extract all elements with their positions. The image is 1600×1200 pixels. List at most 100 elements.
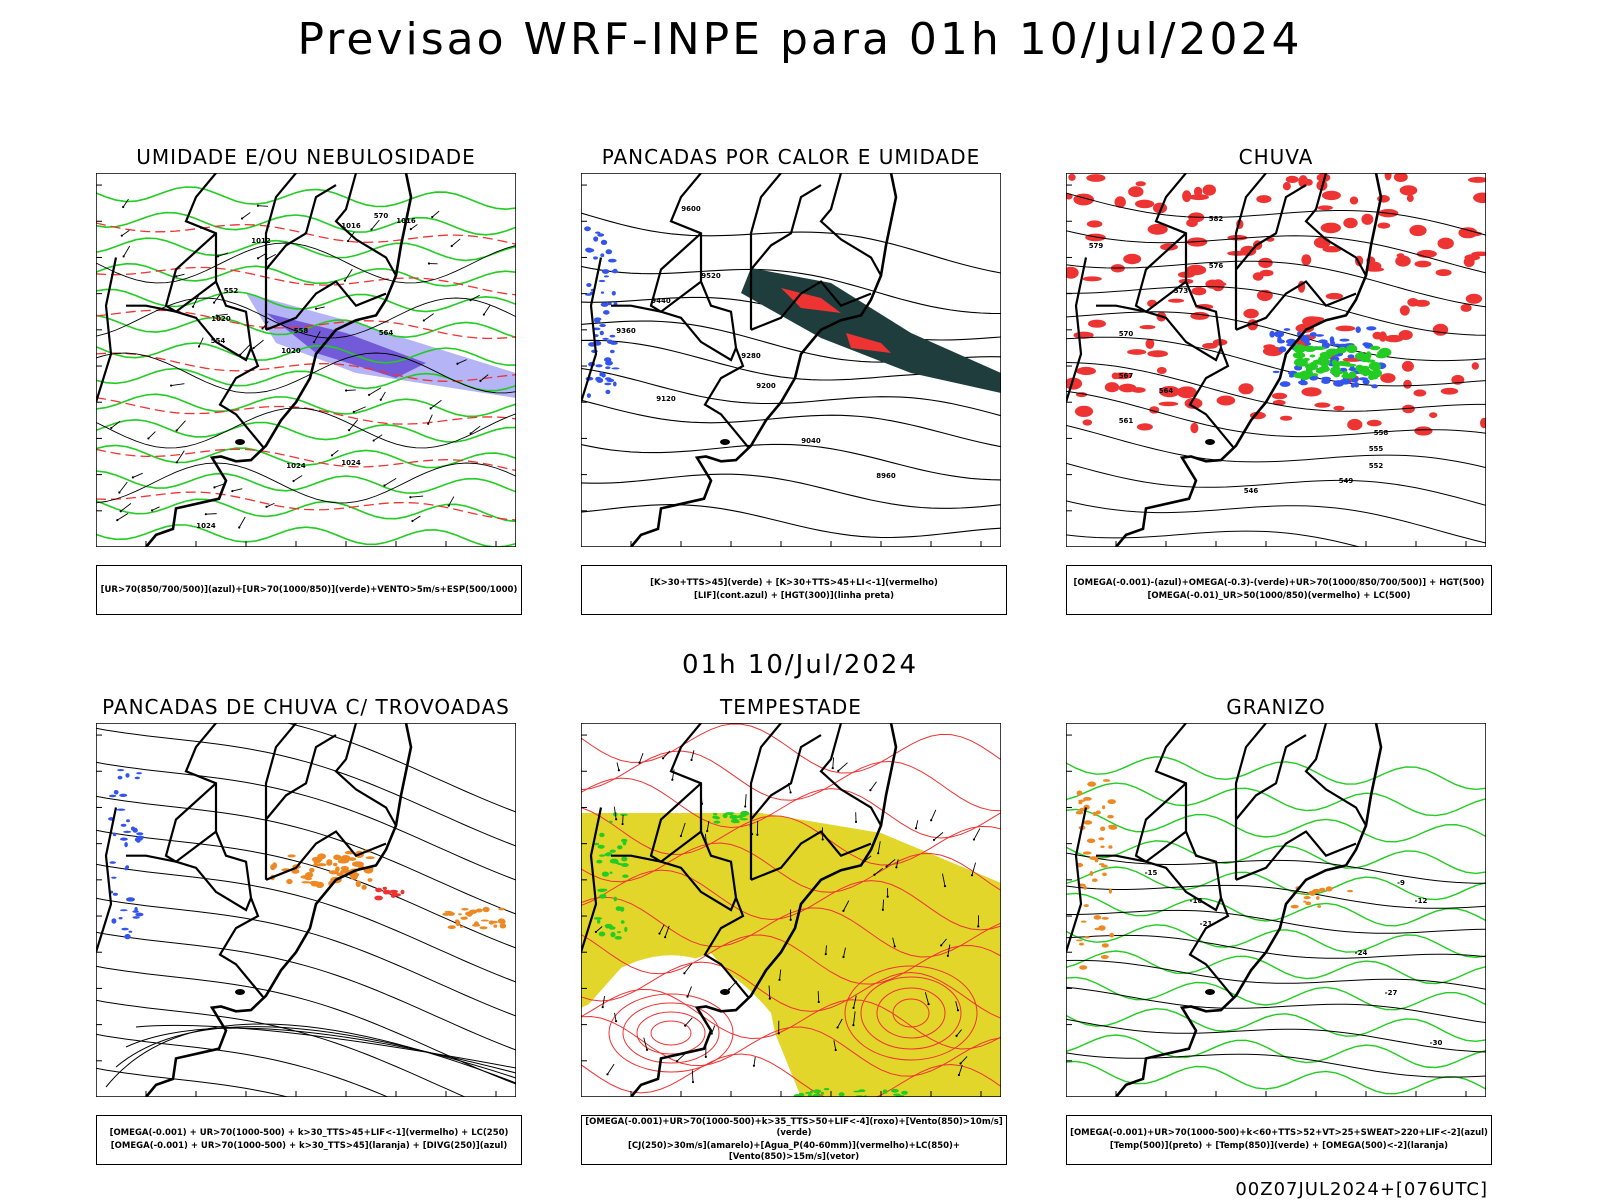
wind-vector-head — [131, 476, 134, 479]
country-border — [1066, 807, 1088, 953]
divergence-blue — [134, 776, 140, 780]
temp850-contour — [1066, 840, 1486, 875]
streamline-vortex — [892, 998, 930, 1028]
contour-label: -27 — [1385, 989, 1398, 997]
divergence-blue — [124, 933, 131, 940]
divergence-blue — [136, 835, 145, 839]
wind-vector-head — [869, 789, 872, 792]
omega-green — [1292, 352, 1306, 359]
hgt-contour — [581, 212, 1001, 274]
wind-vector — [331, 449, 339, 456]
storm-orange — [286, 878, 293, 885]
contour-label: 552 — [1369, 462, 1384, 470]
country-border — [669, 723, 749, 998]
rain-shading — [1202, 184, 1216, 196]
wind-vector — [266, 253, 277, 260]
rain-shading — [1082, 276, 1102, 282]
legend: [OMEGA(-0.001)+UR>70(1000-500)+k>35_TTS>… — [581, 1115, 1007, 1165]
country-border — [1066, 257, 1088, 403]
country-border — [1235, 280, 1357, 331]
lif-contour — [607, 302, 612, 306]
contour-label: 570 — [1119, 330, 1134, 338]
country-border — [264, 173, 297, 330]
country-border — [265, 280, 387, 331]
wind-vector — [198, 337, 204, 347]
wind-vector — [121, 229, 130, 237]
hgt500-contour — [1066, 192, 1486, 236]
storm-orange — [447, 925, 456, 930]
country-border — [660, 860, 738, 912]
thickness-contour — [96, 491, 516, 521]
wind-vector — [176, 450, 185, 463]
thickness-contour — [96, 309, 516, 340]
storm-orange — [314, 857, 322, 864]
rain-shading — [1202, 342, 1218, 349]
temp500-contour — [1066, 1018, 1486, 1053]
wind-vector-head — [175, 429, 178, 432]
legend-line: [OMEGA(-0.01)_UR>50(1000/850)(vermelho) … — [1147, 591, 1411, 601]
map: 12S15S18S21S24S27S30S33S36S39S42S70W65W6… — [96, 723, 516, 1097]
omega-orange — [1108, 888, 1112, 894]
storm-orange — [472, 923, 481, 927]
rain-shading — [1361, 213, 1374, 225]
wind-vector-head — [197, 345, 201, 348]
wind850-green — [734, 820, 740, 824]
wind-vector — [368, 387, 382, 396]
storm-orange — [326, 859, 333, 866]
green-contour — [96, 418, 516, 443]
streamline — [96, 761, 516, 881]
hgt-contour — [581, 367, 1001, 417]
temp850-contour — [1066, 892, 1486, 927]
divergence-blue — [136, 772, 142, 775]
wind850-green — [594, 842, 600, 846]
lif-contour — [600, 239, 608, 245]
country-border — [164, 232, 217, 314]
omega-green — [1371, 369, 1383, 378]
storm-orange — [305, 872, 314, 878]
country-border — [750, 184, 822, 271]
green-contour — [96, 498, 516, 523]
country-border — [184, 723, 264, 998]
wind-vector — [837, 1018, 843, 1028]
omega-orange — [1093, 915, 1102, 920]
wind-vector-head — [932, 838, 936, 842]
divergence-blue — [117, 769, 125, 772]
wind-vector-head — [216, 255, 220, 258]
wind-vector — [960, 1056, 968, 1064]
wind-vector — [410, 495, 424, 498]
streamline-850 — [581, 1053, 1001, 1097]
omega-orange — [1098, 837, 1105, 841]
wind-vector — [457, 359, 467, 365]
wind850-green — [820, 1091, 824, 1095]
omega-blue — [1337, 343, 1348, 348]
legend: [UR>70(850/700/500)](azul)+[UR>70(1000/8… — [96, 565, 522, 615]
pressure-contour — [96, 352, 516, 394]
wind-vector-head — [645, 1048, 649, 1051]
wind-vector-head — [261, 327, 264, 330]
lif-contour — [593, 236, 599, 242]
legend-line: [OMEGA(-0.001)+UR>70(1000-500)+k<60+TTS>… — [1070, 1128, 1488, 1138]
wind-vector — [779, 969, 782, 980]
wind-vector — [483, 304, 491, 315]
wind-vector-head — [447, 504, 450, 507]
divergence-blue — [125, 773, 130, 778]
divergence-blue — [120, 837, 128, 841]
rain-shading — [1158, 401, 1179, 407]
country-border — [649, 782, 702, 864]
omega-green — [1355, 352, 1367, 360]
wind-vector — [744, 794, 747, 807]
rain-shading — [1066, 193, 1073, 200]
rain-shading — [1314, 402, 1331, 408]
pressure-contour — [96, 242, 516, 284]
lif-contour — [608, 258, 617, 263]
omega-orange — [1107, 814, 1114, 819]
rain-shading — [1460, 303, 1472, 312]
divergence-blue — [109, 794, 117, 798]
omega-green — [1369, 345, 1381, 351]
coastline — [629, 723, 898, 1097]
rain-shading — [1104, 382, 1120, 393]
panel-chuva: CHUVA 582 579 576 573 570 567 564 561 558 555 552 5… — [1026, 145, 1526, 615]
wind-vector-head — [959, 1062, 962, 1065]
storm-orange — [340, 866, 349, 871]
rain-shading — [1321, 190, 1341, 201]
